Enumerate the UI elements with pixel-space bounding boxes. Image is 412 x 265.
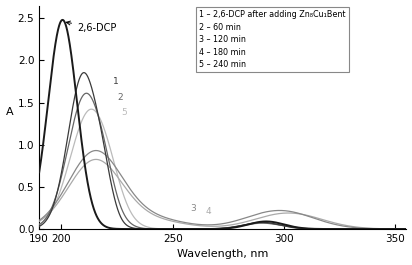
Text: 3: 3 [190,204,196,213]
Text: 4: 4 [206,207,212,216]
Text: 2: 2 [117,93,123,102]
Text: 1 – 2,6-DCP after adding Zn₈Cu₁Bent
2 – 60 min
3 – 120 min
4 – 180 min
5 – 240 m: 1 – 2,6-DCP after adding Zn₈Cu₁Bent 2 – … [199,10,345,69]
X-axis label: Wavelength, nm: Wavelength, nm [177,249,268,259]
Text: 1: 1 [112,77,118,86]
Text: 5: 5 [122,108,127,117]
Text: 2,6-DCP: 2,6-DCP [66,21,116,33]
Y-axis label: A: A [5,107,13,117]
